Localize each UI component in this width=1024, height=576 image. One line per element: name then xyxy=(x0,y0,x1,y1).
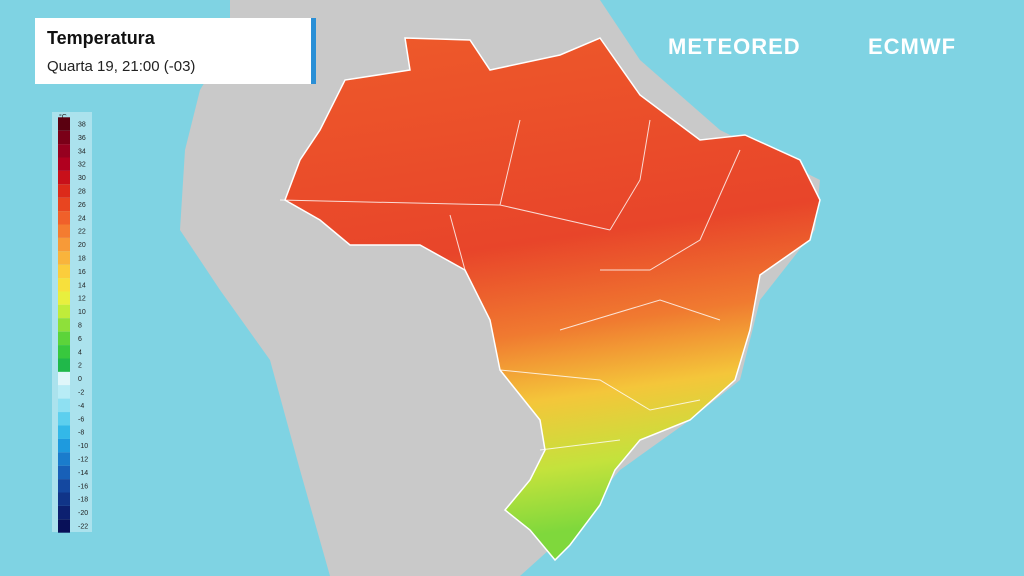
legend-swatch xyxy=(58,224,70,238)
state-borders xyxy=(279,119,741,451)
legend-tick-label: 34 xyxy=(78,148,86,155)
legend-tick-label: -14 xyxy=(78,470,88,477)
legend-tick-label: 24 xyxy=(78,215,86,222)
legend-swatch xyxy=(58,492,70,506)
legend-swatch xyxy=(58,157,70,171)
legend-tick-label: -12 xyxy=(78,457,88,464)
legend-tick-label: 32 xyxy=(78,162,86,169)
legend-swatch xyxy=(58,331,70,346)
legend-swatch xyxy=(58,345,70,359)
legend-swatch xyxy=(58,130,70,145)
legend-swatch xyxy=(58,318,70,332)
legend-swatch xyxy=(58,278,70,292)
legend-tick-label: 38 xyxy=(78,122,86,129)
legend-swatch xyxy=(58,144,70,158)
legend-swatch xyxy=(58,519,70,533)
legend-swatch xyxy=(58,385,70,399)
legend-swatch xyxy=(58,465,70,480)
legend-tick-label: -4 xyxy=(78,403,84,410)
legend-tick-label: -22 xyxy=(78,524,88,531)
legend-tick-label: 20 xyxy=(78,242,86,249)
legend-swatch xyxy=(58,398,70,413)
legend-swatch xyxy=(58,425,70,439)
legend-swatch xyxy=(58,197,70,212)
legend-tick-label: -18 xyxy=(78,497,88,504)
legend-swatch xyxy=(58,237,70,252)
legend-tick-label: 0 xyxy=(78,376,82,383)
logo-meteored: METEORED xyxy=(668,34,801,59)
legend-tick-label: -8 xyxy=(78,430,84,437)
legend-tick-label: -2 xyxy=(78,390,84,397)
legend-tick-label: 22 xyxy=(78,229,86,236)
legend-swatch xyxy=(58,371,70,386)
legend-tick-label: 28 xyxy=(78,189,86,196)
legend-tick-label: 30 xyxy=(78,175,86,182)
legend-swatch xyxy=(58,358,70,372)
legend-swatch xyxy=(58,412,70,426)
legend-unit: °C xyxy=(59,113,67,121)
brazil-temperature xyxy=(284,37,821,562)
legend-swatch xyxy=(58,117,70,131)
map-subtitle: Quarta 19, 21:00 (-03) xyxy=(47,58,196,75)
legend-tick-label: 26 xyxy=(78,202,86,209)
legend-tick-label: -20 xyxy=(78,510,88,517)
legend-swatch xyxy=(58,264,70,279)
map-title: Temperatura xyxy=(47,28,155,48)
legend-tick-label: 36 xyxy=(78,135,86,142)
legend-swatch xyxy=(58,184,70,198)
title-box: Temperatura Quarta 19, 21:00 (-03) xyxy=(35,18,316,84)
legend-swatch xyxy=(58,304,70,319)
legend-tick-label: 12 xyxy=(78,296,86,303)
legend-swatch xyxy=(58,291,70,305)
legend-swatch xyxy=(58,211,70,225)
legend-tick-label: 16 xyxy=(78,269,86,276)
logo-ecmwf: ECMWF xyxy=(868,34,957,59)
legend-tick-label: 2 xyxy=(78,363,82,370)
legend-swatch xyxy=(58,505,70,520)
legend-tick-label: 4 xyxy=(78,349,82,356)
legend-tick-label: -10 xyxy=(78,443,88,450)
legend-tick-label: 8 xyxy=(78,323,82,330)
legend-tick-label: -16 xyxy=(78,483,88,490)
legend-tick-label: 10 xyxy=(78,309,86,316)
legend-tick-label: -6 xyxy=(78,416,84,423)
legend-swatch xyxy=(58,251,70,265)
legend-tick-label: 14 xyxy=(78,282,86,289)
legend-swatch xyxy=(58,170,70,185)
legend-tick-label: 6 xyxy=(78,336,82,343)
legend-swatch xyxy=(58,479,70,493)
legend-swatch xyxy=(58,438,70,453)
legend-tick-label: 18 xyxy=(78,256,86,263)
legend-swatch xyxy=(58,452,70,466)
